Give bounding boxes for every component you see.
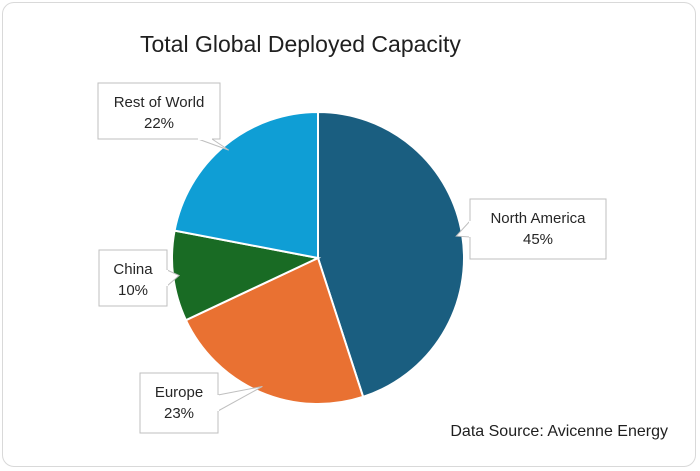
pie-callouts: North America 45% Europe 23% China 10% Rest of…: [97, 82, 607, 434]
slice-value-label: 22%: [144, 115, 174, 132]
pie-slices: [171, 110, 465, 405]
callout-pointer: [197, 138, 230, 151]
slice-label: Rest of World: [114, 94, 205, 111]
callout-pointer: [217, 385, 263, 412]
slice-label: China: [113, 261, 153, 278]
slice-label: Europe: [155, 384, 203, 401]
callout-box: [97, 82, 221, 140]
callout-box: [139, 372, 219, 434]
slice-value-label: 23%: [164, 405, 194, 422]
callout-box: [469, 198, 607, 260]
pie-slice-europe: [184, 256, 365, 405]
callout-rest-of-world: Rest of World 22%: [97, 82, 230, 151]
pie-slice-rest-of-world: [173, 110, 319, 260]
slice-label: North America: [490, 210, 586, 227]
slice-value-label: 10%: [118, 282, 148, 299]
chart-title: Total Global Deployed Capacity: [140, 31, 461, 57]
callout-europe: Europe 23%: [139, 372, 263, 434]
data-source: Data Source: Avicenne Energy: [450, 423, 668, 440]
slice-value-label: 45%: [523, 231, 553, 248]
callout-china: China 10%: [98, 249, 181, 307]
callout-north-america: North America 45%: [455, 198, 607, 260]
